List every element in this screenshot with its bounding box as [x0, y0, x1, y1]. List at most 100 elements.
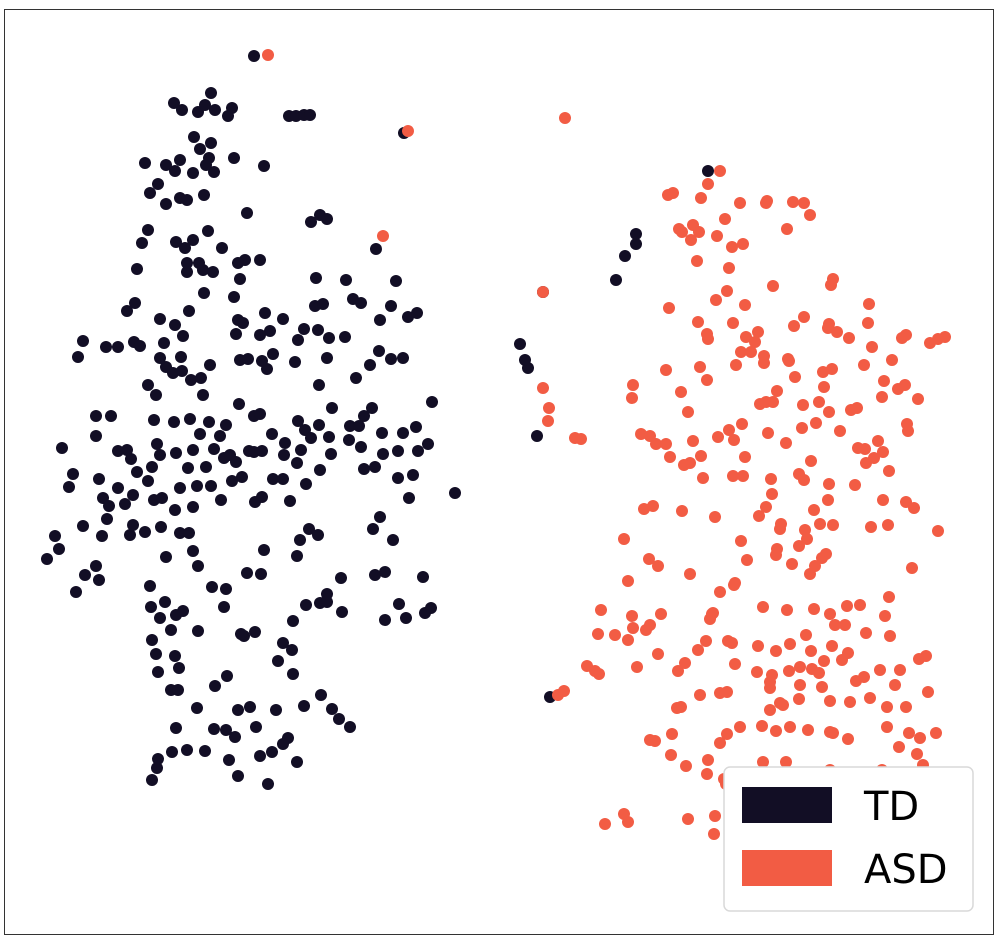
- point-td-176: [105, 410, 117, 422]
- point-td-20: [244, 701, 256, 713]
- point-asd-101: [679, 657, 691, 669]
- point-td-203: [364, 359, 376, 371]
- point-td-281: [203, 152, 215, 164]
- point-asd-143: [757, 601, 769, 613]
- point-td-3: [166, 746, 178, 758]
- point-asd-319: [559, 112, 571, 124]
- point-td-212: [134, 340, 146, 352]
- point-td-172: [397, 427, 409, 439]
- point-td-88: [124, 529, 136, 541]
- scatter-points: [41, 49, 951, 891]
- point-td-136: [291, 457, 303, 469]
- point-asd-54: [893, 741, 905, 753]
- point-td-197: [204, 359, 216, 371]
- point-td-39: [277, 637, 289, 649]
- point-td-11: [291, 756, 303, 768]
- point-td-71: [241, 567, 253, 579]
- point-td-148: [187, 444, 199, 456]
- point-asd-306: [673, 223, 685, 235]
- point-td-92: [183, 527, 195, 539]
- point-asd-296: [691, 255, 703, 267]
- point-asd-149: [879, 610, 891, 622]
- point-asd-144: [781, 604, 793, 616]
- point-td-243: [385, 300, 397, 312]
- point-td-122: [300, 478, 312, 490]
- point-asd-95: [889, 679, 901, 691]
- point-td-66: [41, 553, 53, 565]
- point-td-31: [221, 670, 233, 682]
- point-td-298: [209, 104, 221, 116]
- point-asd-321: [377, 230, 389, 242]
- point-td-312: [610, 274, 622, 286]
- point-asd-17: [682, 813, 694, 825]
- point-td-193: [195, 372, 207, 384]
- point-asd-221: [796, 422, 808, 434]
- point-asd-45: [757, 756, 769, 768]
- point-asd-74: [764, 704, 776, 716]
- point-td-244: [402, 311, 414, 323]
- point-asd-311: [734, 197, 746, 209]
- point-asd-36: [701, 768, 713, 780]
- point-asd-295: [827, 273, 839, 285]
- point-asd-103: [751, 666, 763, 678]
- point-asd-244: [675, 386, 687, 398]
- point-asd-77: [793, 693, 805, 705]
- point-td-204: [373, 345, 385, 357]
- point-td-50: [159, 596, 171, 608]
- point-asd-237: [813, 396, 825, 408]
- point-asd-298: [685, 234, 697, 246]
- point-asd-293: [767, 280, 779, 292]
- point-asd-281: [727, 317, 739, 329]
- point-td-102: [127, 489, 139, 501]
- point-asd-205: [687, 435, 699, 447]
- point-td-114: [215, 494, 227, 506]
- point-asd-127: [609, 629, 621, 641]
- point-td-163: [90, 430, 102, 442]
- point-asd-109: [818, 655, 830, 667]
- point-asd-320: [402, 125, 414, 137]
- point-td-131: [200, 461, 212, 473]
- point-asd-60: [721, 728, 733, 740]
- point-td-196: [176, 365, 188, 377]
- point-td-93: [77, 520, 89, 532]
- point-td-190: [197, 389, 209, 401]
- point-asd-185: [822, 494, 834, 506]
- point-td-188: [150, 389, 162, 401]
- point-td-297: [199, 99, 211, 111]
- point-td-26: [315, 689, 327, 701]
- point-asd-271: [752, 326, 764, 338]
- point-td-162: [56, 442, 68, 454]
- point-td-149: [208, 443, 220, 455]
- point-td-291: [188, 131, 200, 143]
- point-td-65: [90, 560, 102, 572]
- point-asd-160: [906, 562, 918, 574]
- point-asd-86: [694, 689, 706, 701]
- point-asd-189: [932, 525, 944, 537]
- point-td-89: [139, 526, 151, 538]
- point-asd-164: [741, 554, 753, 566]
- point-td-183: [254, 408, 266, 420]
- point-td-195: [167, 367, 179, 379]
- point-asd-256: [912, 393, 924, 405]
- point-td-17: [229, 731, 241, 743]
- point-asd-115: [652, 648, 664, 660]
- point-td-287: [139, 157, 151, 169]
- point-asd-151: [714, 586, 726, 598]
- point-asd-100: [672, 665, 684, 677]
- point-td-64: [79, 569, 91, 581]
- point-td-116: [256, 491, 268, 503]
- point-td-260: [179, 242, 191, 254]
- point-td-10: [266, 746, 278, 758]
- point-asd-104: [766, 669, 778, 681]
- point-td-109: [112, 482, 124, 494]
- point-td-13: [277, 738, 289, 750]
- point-asd-246: [694, 361, 706, 373]
- point-asd-240: [851, 402, 863, 414]
- point-asd-14: [599, 818, 611, 830]
- point-td-59: [393, 598, 405, 610]
- point-td-225: [298, 323, 310, 335]
- point-asd-40: [665, 749, 677, 761]
- point-td-138: [314, 464, 326, 476]
- point-td-82: [291, 550, 303, 562]
